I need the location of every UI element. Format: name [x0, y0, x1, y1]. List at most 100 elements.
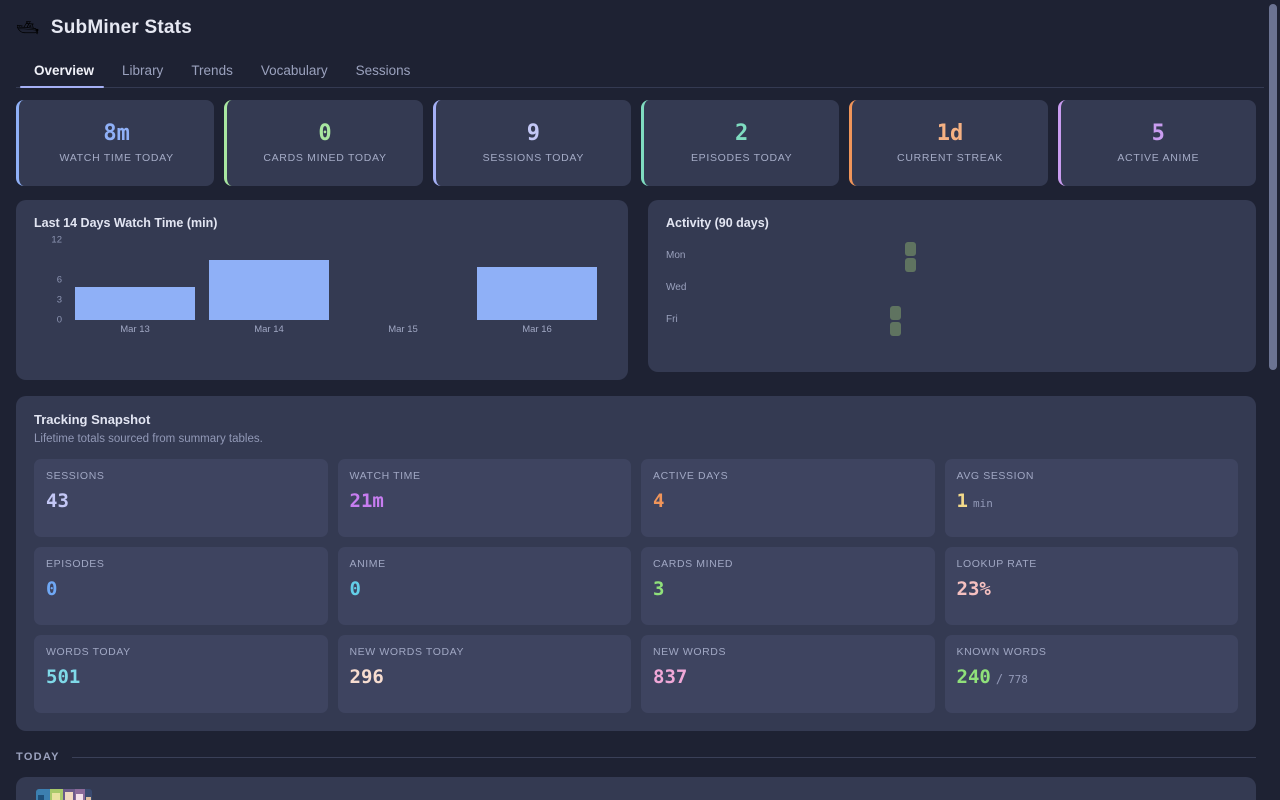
app-header: 🛥 SubMiner Stats Overview Library Trends Vo… — [0, 0, 1280, 88]
snapshot-tile-label: LOOKUP RATE — [956, 558, 1037, 570]
snapshot-tile-value-row: 501 — [46, 668, 316, 687]
chart-x-label: Mar 16 — [522, 324, 552, 335]
snapshot-tile-value: 43 — [46, 490, 69, 512]
snapshot-tile-label: CARDS MINED — [653, 558, 734, 570]
chart-title: Last 14 Days Watch Time (min) — [34, 216, 218, 230]
snapshot-tile-watch-time: WATCH TIME 21m — [337, 459, 631, 537]
snapshot-tile-new-words-today: NEW WORDS TODAY 296 — [337, 635, 631, 713]
chart-x-label: Mar 13 — [120, 324, 150, 335]
tab-library[interactable]: Library — [122, 63, 164, 78]
stat-card-episodes-today[interactable]: 2 EPISODES TODAY — [640, 100, 840, 186]
snapshot-tile-value-row: 296 — [350, 668, 620, 687]
page-scrollbar[interactable] — [1266, 0, 1280, 800]
chart-x-label: Mar 14 — [254, 324, 284, 335]
tab-overview[interactable]: Overview — [16, 63, 108, 88]
today-divider — [71, 756, 1256, 758]
snapshot-tile-value: 501 — [46, 666, 81, 688]
tab-vocabulary[interactable]: Vocabulary — [260, 63, 328, 78]
chart-bar[interactable] — [477, 266, 597, 320]
watch-time-chart-panel: Last 14 Days Watch Time (min) 12 6 3 0 Mar … — [16, 200, 628, 380]
stat-card-active-anime[interactable]: 5 ACTIVE ANIME — [1057, 100, 1256, 186]
stat-card-label: WATCH TIME TODAY — [59, 151, 174, 164]
stat-card-value: 9 — [526, 120, 540, 146]
snapshot-tile-active-days: ACTIVE DAYS 4 — [641, 459, 935, 537]
snapshot-tile-value-row: 0 — [350, 580, 620, 599]
snapshot-tiles: SESSIONS 43 WATCH TIME 21m ACTIVE DAYS 4 AVG S… — [34, 459, 1238, 713]
stat-card-cards-mined-today[interactable]: 0 CARDS MINED TODAY — [224, 100, 423, 186]
heatmap-day-label-wed: Wed — [666, 282, 687, 293]
snapshot-tile-value: 0 — [46, 578, 58, 600]
chart-y-tick: 0 — [56, 314, 62, 326]
snapshot-tile-new-words: NEW WORDS 837 — [641, 635, 935, 713]
tab-sessions[interactable]: Sessions — [355, 63, 411, 78]
stat-card-value: 0 — [318, 120, 332, 146]
snapshot-tile-value-row: 0 — [46, 580, 316, 599]
anime-thumbnail-image — [36, 789, 92, 800]
tracking-snapshot-panel: Tracking Snapshot Lifetime totals source… — [16, 396, 1256, 731]
submarine-icon: 🛥 — [16, 18, 39, 38]
anime-thumbnail — [36, 789, 92, 800]
stat-card-value: 1d — [936, 120, 964, 146]
tab-bar: Overview Library Trends Vocabulary Sessions — [16, 58, 1264, 88]
heatmap-day-label-fri: Fri — [666, 314, 678, 325]
snapshot-tile-value-row: 21m — [350, 492, 620, 511]
stat-card-current-streak[interactable]: 1d CURRENT STREAK — [849, 100, 1048, 186]
chart-y-tick: 3 — [56, 294, 62, 306]
stat-card-watch-time-today[interactable]: 8m WATCH TIME TODAY — [16, 100, 215, 186]
snapshot-tile-value-row: 837 — [653, 668, 923, 687]
snapshot-tile-label: WATCH TIME — [349, 470, 421, 482]
snapshot-tile-label: ANIME — [349, 558, 386, 570]
snapshot-tile-words-today: WORDS TODAY 501 — [34, 635, 328, 713]
snapshot-tile-episodes: EPISODES 0 — [34, 547, 328, 625]
page-title: SubMiner Stats — [50, 17, 192, 38]
chart-y-axis: 12 6 3 0 — [34, 235, 62, 326]
today-label: TODAY — [16, 751, 60, 763]
snapshot-tile-sessions: SESSIONS 43 — [34, 459, 328, 537]
chart-bar[interactable] — [75, 286, 195, 320]
snapshot-tile-label: NEW WORDS TODAY — [349, 646, 465, 658]
snapshot-tile-value-row: 240 / 778 — [957, 668, 1227, 687]
today-section-header: TODAY — [16, 751, 1256, 763]
snapshot-tile-label: ACTIVE DAYS — [653, 470, 729, 482]
chart-y-tick: 6 — [56, 274, 62, 286]
activity-heatmap-panel: Activity (90 days) Mon Wed Fri — [648, 200, 1256, 372]
snapshot-tile-value: 240 — [956, 666, 991, 688]
heatmap-cell[interactable] — [890, 322, 901, 336]
snapshot-tile-cards-mined: CARDS MINED 3 — [641, 547, 935, 625]
chart-bar-slot — [68, 240, 202, 320]
today-entry-card[interactable] — [16, 777, 1256, 800]
snapshot-tile-label: SESSIONS — [46, 470, 105, 482]
stat-card-label: SESSIONS TODAY — [482, 151, 585, 164]
snapshot-tile-label: WORDS TODAY — [46, 646, 131, 658]
snapshot-tile-value: 1 — [956, 490, 968, 512]
stat-card-value: 2 — [735, 120, 749, 146]
heatmap-cell[interactable] — [905, 258, 916, 272]
chart-bar-slot — [336, 240, 470, 320]
summary-stat-cards: 8m WATCH TIME TODAY 0 CARDS MINED TODAY 9 SES… — [0, 88, 1280, 186]
snapshot-tile-label: NEW WORDS — [653, 646, 727, 658]
heatmap-cell[interactable] — [905, 242, 916, 256]
chart-bar[interactable] — [209, 260, 329, 320]
heatmap-cell[interactable] — [890, 306, 901, 320]
snapshot-tile-label: KNOWN WORDS — [956, 646, 1047, 658]
snapshot-tile-lookup-rate: LOOKUP RATE 23% — [944, 547, 1238, 625]
snapshot-tile-value: 23% — [956, 578, 991, 600]
activity-title: Activity (90 days) — [666, 216, 769, 230]
heatmap-day-label-mon: Mon — [666, 250, 686, 261]
scrollbar-thumb[interactable] — [1269, 4, 1277, 370]
chart-x-axis: Mar 13 Mar 14 Mar 15 Mar 16 — [68, 324, 604, 335]
stat-card-sessions-today[interactable]: 9 SESSIONS TODAY — [432, 100, 631, 186]
tab-trends[interactable]: Trends — [191, 63, 233, 78]
stat-card-label: CARDS MINED TODAY — [263, 151, 387, 164]
chart-plot-area — [68, 240, 604, 320]
snapshot-tile-value-row: 3 — [653, 580, 923, 599]
stat-card-value: 5 — [1151, 120, 1165, 146]
stat-card-label: CURRENT STREAK — [897, 151, 1003, 164]
snapshot-tile-value: 0 — [349, 578, 361, 600]
snapshot-tile-value-row: 43 — [46, 492, 316, 511]
stat-card-value: 8m — [103, 120, 130, 146]
stat-card-label: ACTIVE ANIME — [1117, 151, 1200, 164]
chart-bar-slot — [470, 240, 604, 320]
heatmap-grid — [710, 242, 1234, 350]
snapshot-tile-label: EPISODES — [46, 558, 105, 570]
